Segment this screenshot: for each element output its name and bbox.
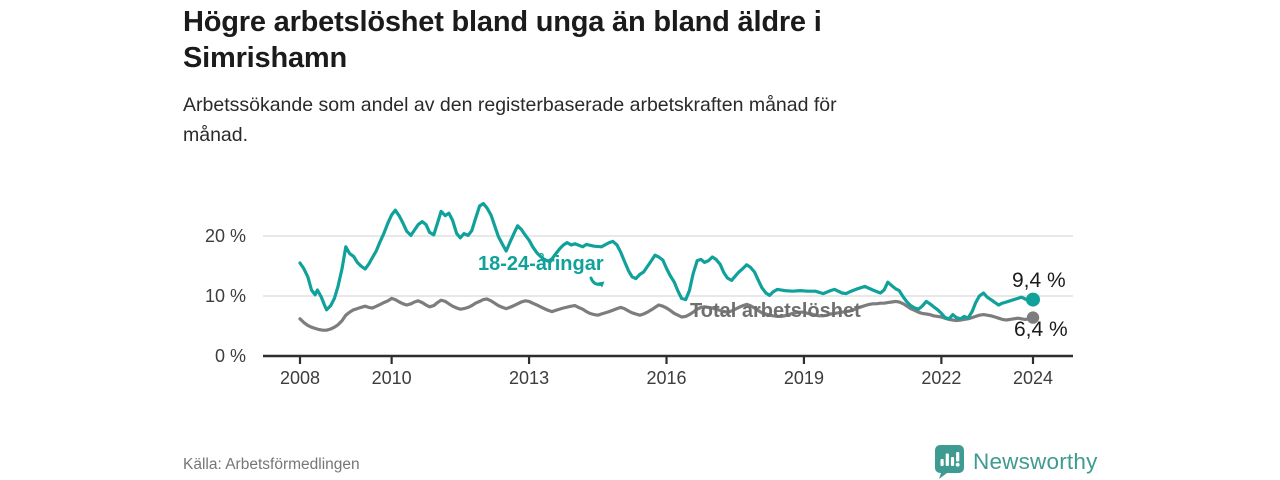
page-title: Högre arbetslöshet bland unga än bland ä…: [183, 4, 1083, 76]
newsworthy-wordmark: Newsworthy: [973, 449, 1098, 474]
chart-subtitle-line-1: Arbetssökande som andel av den registerb…: [183, 94, 837, 116]
x-axis-label-2016: 2016: [646, 368, 686, 388]
series-end-dot-total: [1026, 311, 1040, 324]
y-axis-label-10: 10 %: [205, 286, 246, 306]
series-label-youth: 18-24-åringar: [478, 253, 604, 275]
label-arrow-icon: [589, 276, 605, 288]
newsworthy-bubble-chart-icon: [935, 445, 964, 479]
y-axis-label-20: 20 %: [205, 226, 246, 246]
end-value-total: 6,4 %: [1014, 318, 1068, 341]
x-axis-label-2024: 2024: [1013, 368, 1053, 388]
x-axis-label-2008: 2008: [280, 368, 320, 388]
x-axis-label-2010: 2010: [372, 368, 412, 388]
series-line-total: [298, 296, 1035, 332]
x-axis-label-2019: 2019: [784, 368, 824, 388]
end-value-youth: 9,4 %: [1012, 269, 1066, 292]
x-axis-label-2022: 2022: [921, 368, 961, 388]
newsworthy-logo: Newsworthy: [935, 445, 1098, 479]
series-label-total: Total arbetslöshet: [690, 300, 861, 322]
x-axis-label-2013: 2013: [509, 368, 549, 388]
y-axis-label-0: 0 %: [215, 346, 246, 366]
page-title-line-2: Simrishamn: [183, 42, 347, 74]
page-title-line-1: Högre arbetslöshet bland unga än bland ä…: [183, 6, 822, 38]
chart-subtitle: Arbetssökande som andel av den registerb…: [183, 90, 1043, 150]
series-line-youth: [298, 202, 1035, 321]
source-note: Källa: Arbetsförmedlingen: [183, 456, 360, 473]
chart-subtitle-line-2: månad.: [183, 124, 249, 146]
series-end-dot-youth: [1026, 292, 1040, 307]
